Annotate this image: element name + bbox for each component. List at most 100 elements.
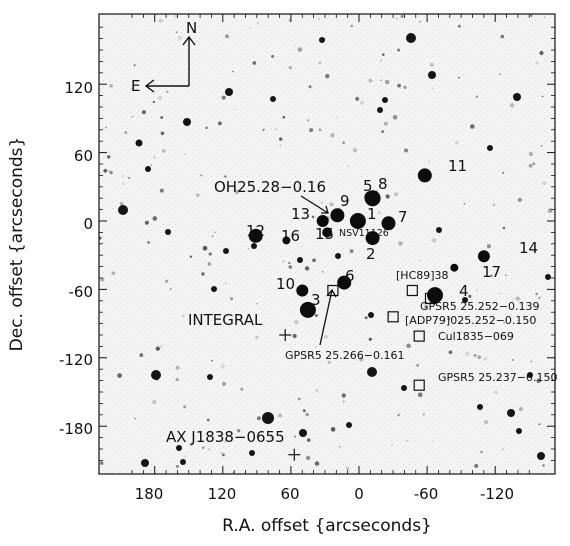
faint-star (201, 446, 205, 449)
faint-star (183, 153, 186, 155)
labeled-star (365, 231, 380, 246)
field-star (165, 229, 171, 235)
faint-star (518, 407, 523, 412)
labeled-stars (248, 168, 490, 318)
field-star (367, 367, 377, 377)
faint-star (547, 208, 553, 213)
faint-star (350, 24, 353, 28)
oh-source-label: OH25.28−0.16 (214, 178, 326, 196)
cul-source-label: Cul1835−069 (438, 330, 514, 343)
faint-star (166, 90, 169, 93)
faint-star (207, 262, 212, 266)
faint-star (122, 182, 125, 186)
field-star (477, 404, 483, 410)
faint-star (528, 164, 533, 168)
star-label: 13 (291, 205, 310, 223)
sky-image-background (99, 14, 555, 474)
gpsr5-161-pointer-head (326, 288, 337, 298)
faint-star (152, 100, 155, 104)
field-star (507, 409, 515, 417)
field-star (249, 450, 255, 456)
faint-star (240, 387, 244, 391)
star-label: 17 (482, 263, 501, 281)
field-star (176, 445, 182, 451)
star-label: 12 (246, 222, 265, 240)
faint-star (542, 464, 545, 467)
faint-star (532, 162, 536, 166)
y-axis-title: Dec. offset {arcseconds} (7, 137, 27, 352)
field-star (118, 205, 128, 215)
faint-star (208, 252, 212, 256)
faint-star (542, 181, 547, 186)
faint-star (483, 357, 487, 361)
faint-star (448, 350, 453, 355)
faint-star (279, 137, 283, 141)
y-tick-label: -120 (59, 351, 93, 369)
faint-star (540, 145, 543, 147)
faint-star (161, 149, 166, 153)
faint-star (460, 331, 463, 333)
faint-star (255, 302, 258, 305)
labeled-star (450, 263, 459, 272)
faint-star (499, 292, 501, 295)
star-label: 4 (459, 282, 469, 300)
faint-star (249, 26, 251, 29)
y-tick-label: 60 (74, 147, 93, 165)
faint-star (214, 231, 216, 233)
faint-star (297, 47, 303, 52)
field-stars (99, 14, 553, 474)
field-star (462, 297, 468, 303)
faint-star (256, 22, 260, 25)
gpsr5-139-label: GPSR5 25.252−0.139 (420, 300, 539, 313)
labeled-star (316, 215, 329, 227)
x-axis-title: R.A. offset {arcseconds} (222, 516, 432, 536)
faint-star (473, 353, 477, 357)
faint-star (157, 95, 163, 100)
faint-star (175, 377, 179, 382)
faint-star (173, 14, 179, 19)
faint-star (99, 461, 104, 465)
faint-star (232, 70, 234, 73)
faint-star (502, 226, 506, 230)
faint-star (530, 14, 533, 17)
faint-star (152, 400, 157, 405)
faint-star (325, 73, 330, 79)
faint-star (429, 62, 434, 67)
labeled-star (477, 250, 490, 263)
faint-star (147, 241, 150, 244)
labeled-star (337, 275, 352, 290)
box-marker (424, 292, 437, 305)
labeled-star (322, 227, 333, 238)
faint-star (383, 121, 388, 126)
box-marker (406, 284, 418, 297)
faint-star (109, 83, 113, 88)
box-marker (413, 379, 425, 391)
faint-star (176, 465, 179, 468)
faint-star (396, 17, 398, 20)
faint-star (484, 420, 489, 425)
faint-star (221, 381, 227, 386)
faint-star (153, 155, 156, 159)
field-star (368, 312, 374, 318)
axis-ticks (99, 14, 555, 474)
faint-star (468, 294, 472, 298)
faint-star (349, 249, 354, 254)
faint-star (329, 202, 334, 207)
field-star (382, 97, 388, 103)
faint-star (536, 378, 541, 384)
faint-star (217, 121, 222, 126)
faint-star (509, 103, 515, 108)
faint-star (262, 128, 265, 131)
faint-star (417, 392, 423, 398)
faint-star (530, 360, 533, 363)
faint-star (183, 405, 187, 409)
faint-star (297, 397, 301, 401)
source-markers (279, 284, 437, 461)
faint-star (388, 313, 391, 316)
faint-star (134, 417, 136, 420)
star-label: 8 (378, 175, 388, 193)
faint-star (544, 225, 547, 228)
faint-star (385, 183, 388, 186)
faint-star (360, 100, 364, 105)
star-label: 7 (398, 208, 408, 226)
